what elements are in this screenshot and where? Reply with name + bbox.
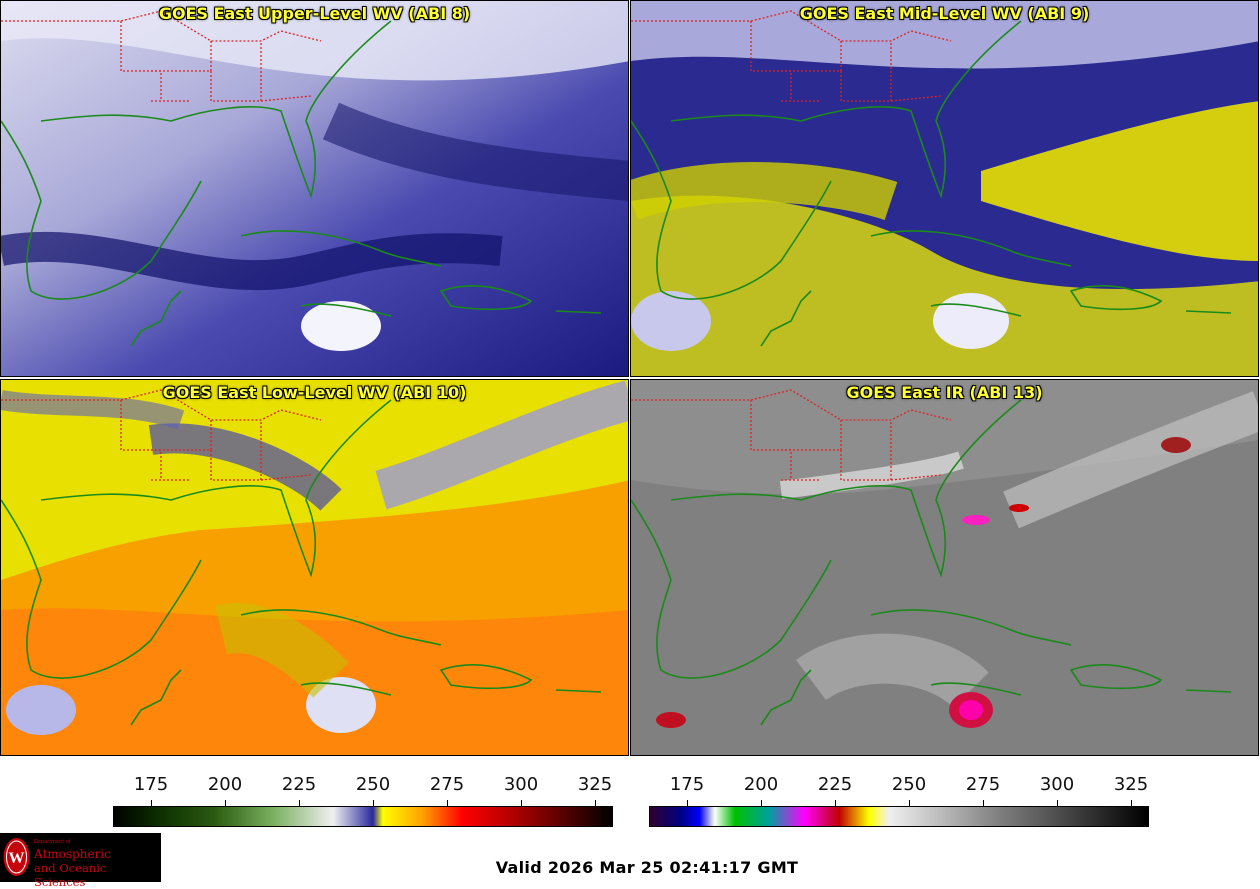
coastline <box>300 303 392 317</box>
coastline <box>760 290 812 347</box>
colorbar-tick-mark <box>835 800 836 806</box>
coastline <box>40 20 392 199</box>
state-border <box>890 474 942 481</box>
state-border <box>781 420 892 481</box>
coastline <box>760 669 812 726</box>
panel-upper-level-wv: GOES East Upper-Level WV (ABI 8) <box>0 0 629 377</box>
satellite-image-mid-wv <box>631 1 1258 376</box>
state-border <box>120 10 322 42</box>
colorbar-tick-mark <box>595 800 596 806</box>
satellite-image-upper-wv <box>1 1 628 376</box>
coastline <box>870 609 1072 646</box>
colorbar-tick-label: 325 <box>577 774 613 795</box>
colorbar-wv-gradient <box>113 806 613 827</box>
state-border <box>781 41 892 102</box>
colorbar-tick-label: 200 <box>207 774 243 795</box>
state-border <box>750 389 952 421</box>
logo-dept: Department of <box>34 839 71 845</box>
colorbar-tick-mark <box>521 800 522 806</box>
colorbar-tick-mark <box>1057 800 1058 806</box>
coastline <box>930 303 1022 317</box>
colorbar-tick-mark <box>687 800 688 806</box>
coastline <box>130 290 182 347</box>
colorbar-tick-mark <box>983 800 984 806</box>
colorbar-tick-label: 300 <box>503 774 539 795</box>
coastline <box>631 120 832 300</box>
colorbar-ir-gradient <box>649 806 1149 827</box>
state-border <box>1 20 162 101</box>
svg-text:W: W <box>9 850 25 867</box>
panel-ir: GOES East IR (ABI 13) <box>630 379 1259 756</box>
colorbar-tick-label: 300 <box>1039 774 1075 795</box>
satellite-image-low-wv <box>1 380 628 755</box>
colorbar-tick-mark <box>225 800 226 806</box>
state-border <box>631 399 792 480</box>
coastline <box>130 669 182 726</box>
coastline <box>670 20 1022 199</box>
coastline <box>631 499 832 679</box>
coastline <box>555 689 602 693</box>
coastline <box>240 609 442 646</box>
coastline <box>1 499 202 679</box>
coastline <box>439 664 533 690</box>
state-border <box>260 95 312 102</box>
coastline <box>1 120 202 300</box>
state-border <box>151 41 262 102</box>
colorbar-tick-label: 225 <box>281 774 317 795</box>
colorbar-tick-label: 250 <box>355 774 391 795</box>
coastline <box>555 310 602 314</box>
state-border <box>631 20 792 101</box>
state-border <box>151 420 262 481</box>
coastline <box>439 285 533 311</box>
panel-low-level-wv: GOES East Low-Level WV (ABI 10) <box>0 379 629 756</box>
coastline <box>300 682 392 696</box>
coastline <box>40 399 392 578</box>
colorbar-tick-mark <box>447 800 448 806</box>
colorbar-tick-label: 275 <box>965 774 1001 795</box>
colorbar-tick-label: 225 <box>817 774 853 795</box>
colorbar-tick-label: 325 <box>1113 774 1149 795</box>
state-border <box>1 399 162 480</box>
logo-line2: and Oceanic Sciences <box>34 861 107 889</box>
colorbar-tick-label: 175 <box>669 774 705 795</box>
colorbar-tick-mark <box>909 800 910 806</box>
logo-line1: Atmospheric <box>34 847 111 861</box>
colorbar-tick-label: 250 <box>891 774 927 795</box>
panel-mid-level-wv: GOES East Mid-Level WV (ABI 9) <box>630 0 1259 377</box>
state-border <box>120 389 322 421</box>
colorbar-tick-label: 275 <box>429 774 465 795</box>
state-border <box>750 10 952 42</box>
colorbar-tick-mark <box>373 800 374 806</box>
colorbar-tick-mark <box>761 800 762 806</box>
uw-aos-logo: W Department of Atmospheric and Oceanic … <box>0 833 161 889</box>
coastline <box>1185 689 1232 693</box>
satellite-image-ir <box>631 380 1258 755</box>
colorbar-tick-label: 200 <box>743 774 779 795</box>
coastline <box>930 682 1022 696</box>
coastline <box>240 230 442 267</box>
state-border <box>890 95 942 102</box>
coastline <box>1185 310 1232 314</box>
coastline <box>670 399 1022 578</box>
coastline <box>1069 664 1163 690</box>
uw-shield-icon: W <box>3 838 30 876</box>
coastline <box>870 230 1072 267</box>
state-border <box>260 474 312 481</box>
valid-time: Valid 2026 Mar 25 02:41:17 GMT <box>495 858 799 877</box>
colorbar-tick-mark <box>1131 800 1132 806</box>
colorbar-tick-mark <box>299 800 300 806</box>
colorbar-tick-mark <box>151 800 152 806</box>
coastline <box>1069 285 1163 311</box>
colorbar-tick-label: 175 <box>133 774 169 795</box>
